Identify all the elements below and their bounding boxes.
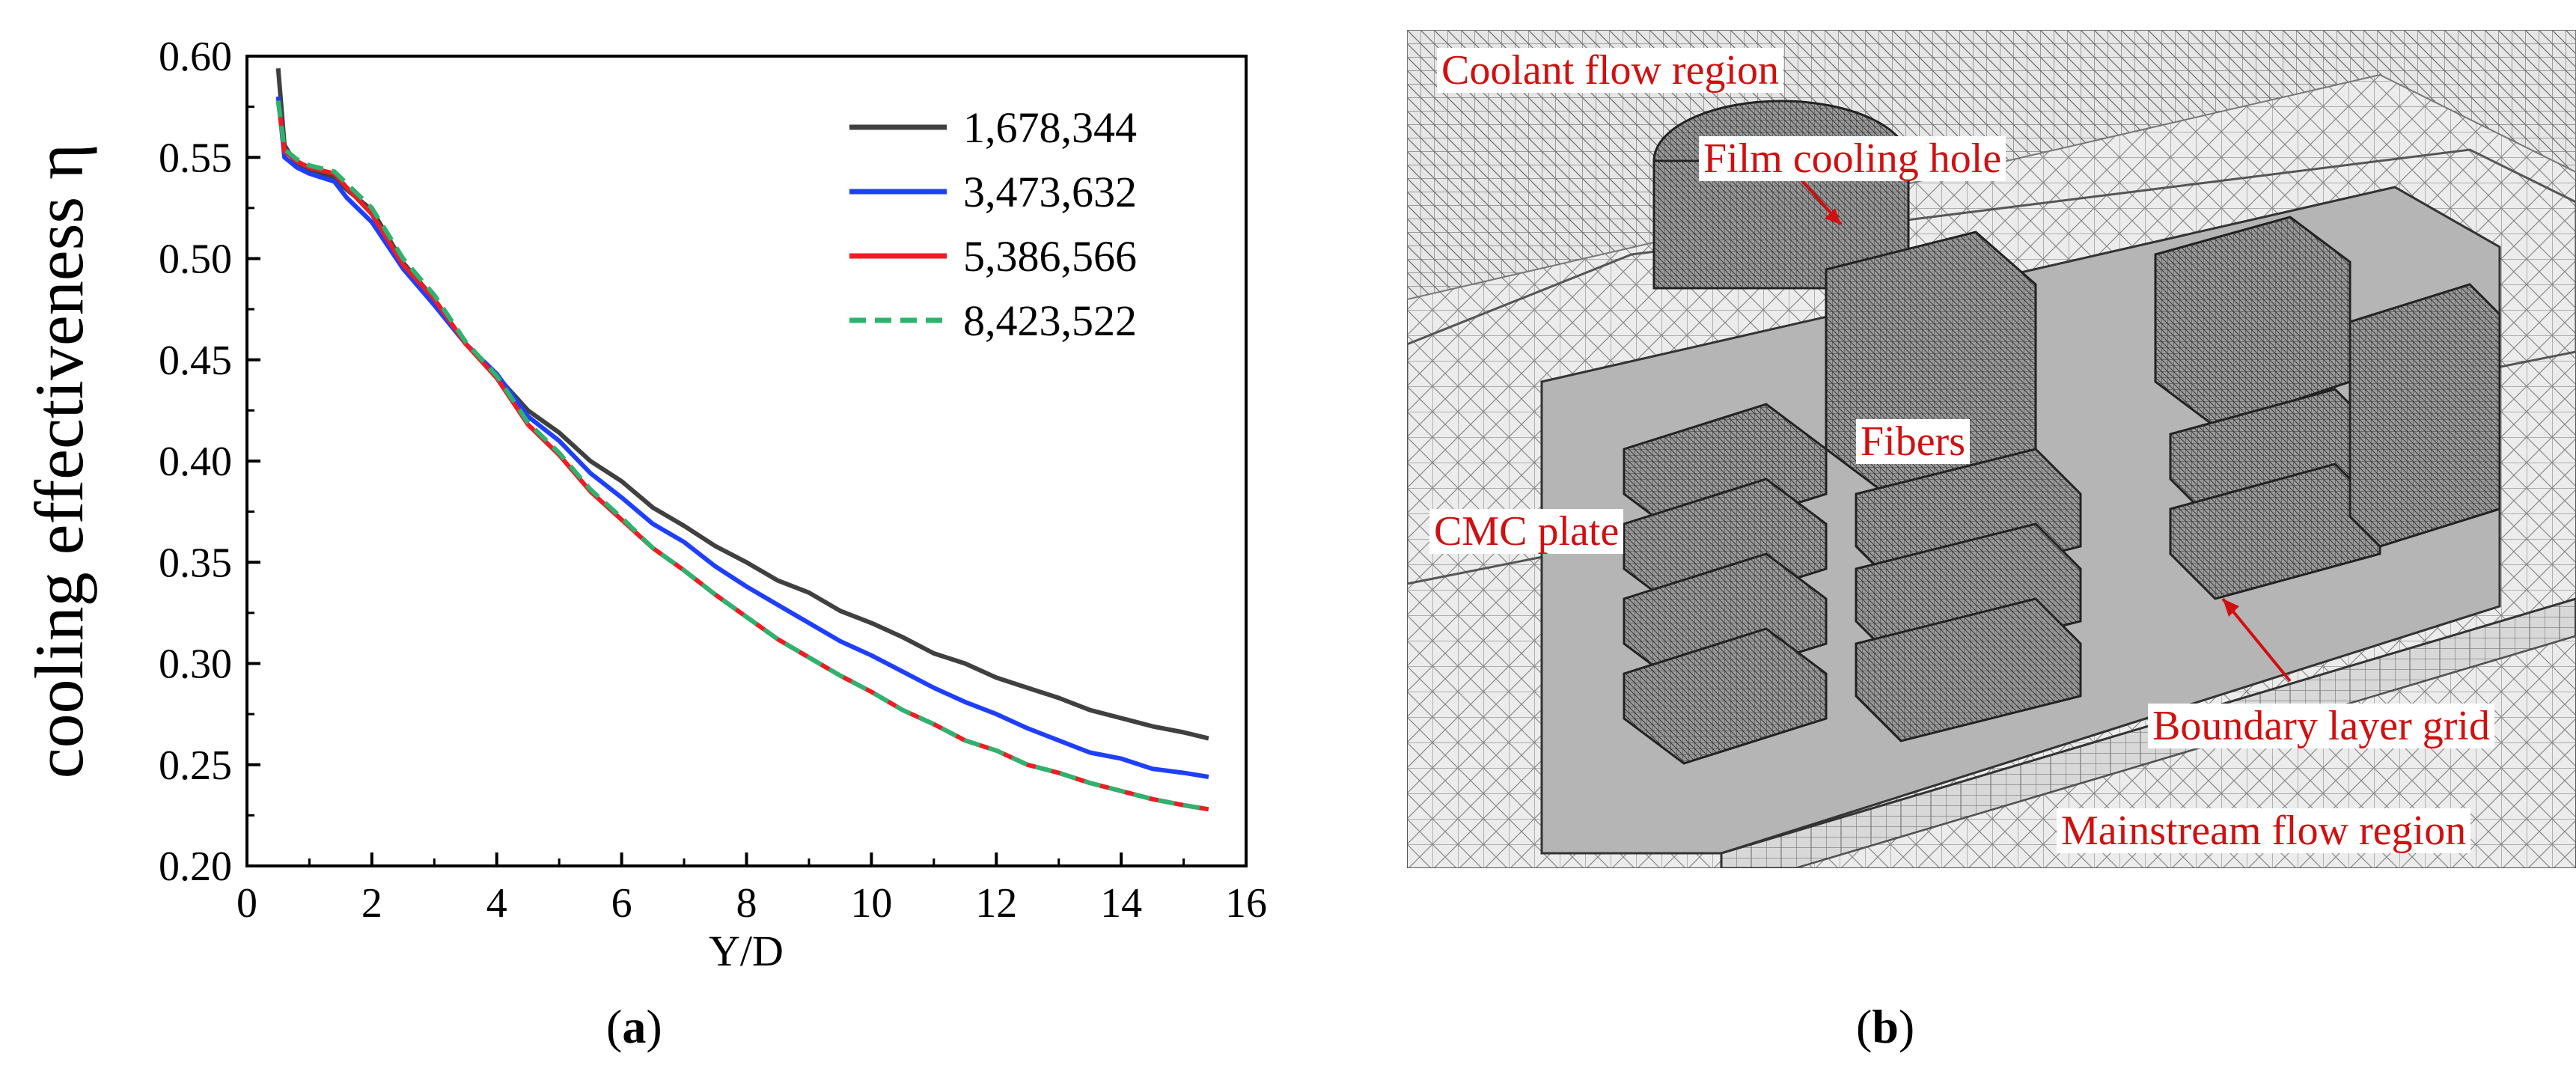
caption-b: (b) <box>1856 1000 1915 1053</box>
x-tick-label: 2 <box>361 880 382 927</box>
boundary-layer-arrowhead <box>2223 599 2239 617</box>
label-fibers: Fibers <box>1856 419 1970 464</box>
label-cmc-plate: CMC plate <box>1429 509 1624 554</box>
series-line-2 <box>275 96 1209 779</box>
legend-label-3: 5,386,566 <box>963 232 1137 281</box>
label-coolant-flow-region: Coolant flow region <box>1437 48 1784 93</box>
label-mainstream-flow-region: Mainstream flow region <box>2057 808 2471 853</box>
caption-a: (a) <box>606 1000 662 1053</box>
y-tick-label: 0.20 <box>159 844 232 890</box>
film-hole-arrowhead <box>1825 208 1841 225</box>
legend-label-2: 3,473,632 <box>963 168 1137 216</box>
legend-label-1: 1,678,344 <box>963 103 1137 152</box>
x-tick-label: 4 <box>486 880 507 927</box>
x-tick-label: 8 <box>736 880 757 927</box>
series-line-4 <box>275 100 1209 812</box>
y-tick-label: 0.40 <box>159 439 232 485</box>
label-boundary-layer-grid: Boundary layer grid <box>2148 704 2494 748</box>
x-tick-label: 6 <box>611 880 632 927</box>
panel-b-mesh-illustration: Coolant flow region Film cooling hole Fi… <box>1405 29 2576 1053</box>
y-tick-label: 0.35 <box>159 540 232 586</box>
y-tick-label: 0.25 <box>159 742 232 789</box>
y-tick-label: 0.45 <box>159 338 232 384</box>
x-tick-label: 0 <box>236 880 257 927</box>
fibers-left-stack <box>1623 403 1828 765</box>
x-axis-label: Y/D <box>709 927 784 975</box>
cooling-effectiveness-chart: 0 2 4 6 8 10 12 14 16 0.20 0.25 0.30 0.35 0.40 0.45 0.5… <box>21 34 1267 975</box>
boundary-layer-arrow <box>2221 597 2292 683</box>
x-tick-label: 12 <box>975 880 1017 927</box>
panel-a-chart: 0 2 4 6 8 10 12 14 16 0.20 0.25 0.30 0.35 0.40 0.45 0.5… <box>21 34 1267 1053</box>
x-tick-label: 10 <box>850 880 892 927</box>
y-tick-label: 0.50 <box>159 237 232 283</box>
coolant-region-mesh <box>1406 29 2576 301</box>
y-tick-label: 0.30 <box>159 641 232 688</box>
label-film-cooling-hole: Film cooling hole <box>1699 136 2006 181</box>
x-tick-label: 14 <box>1100 880 1142 927</box>
legend-label-4: 8,423,522 <box>963 296 1137 345</box>
y-tick-label: 0.55 <box>159 135 232 181</box>
y-tick-label: 0.60 <box>159 34 232 80</box>
y-axis-label: cooling effectiveness η <box>21 144 97 779</box>
x-tick-label: 16 <box>1225 880 1267 927</box>
fibers-right-block <box>2154 216 2501 600</box>
